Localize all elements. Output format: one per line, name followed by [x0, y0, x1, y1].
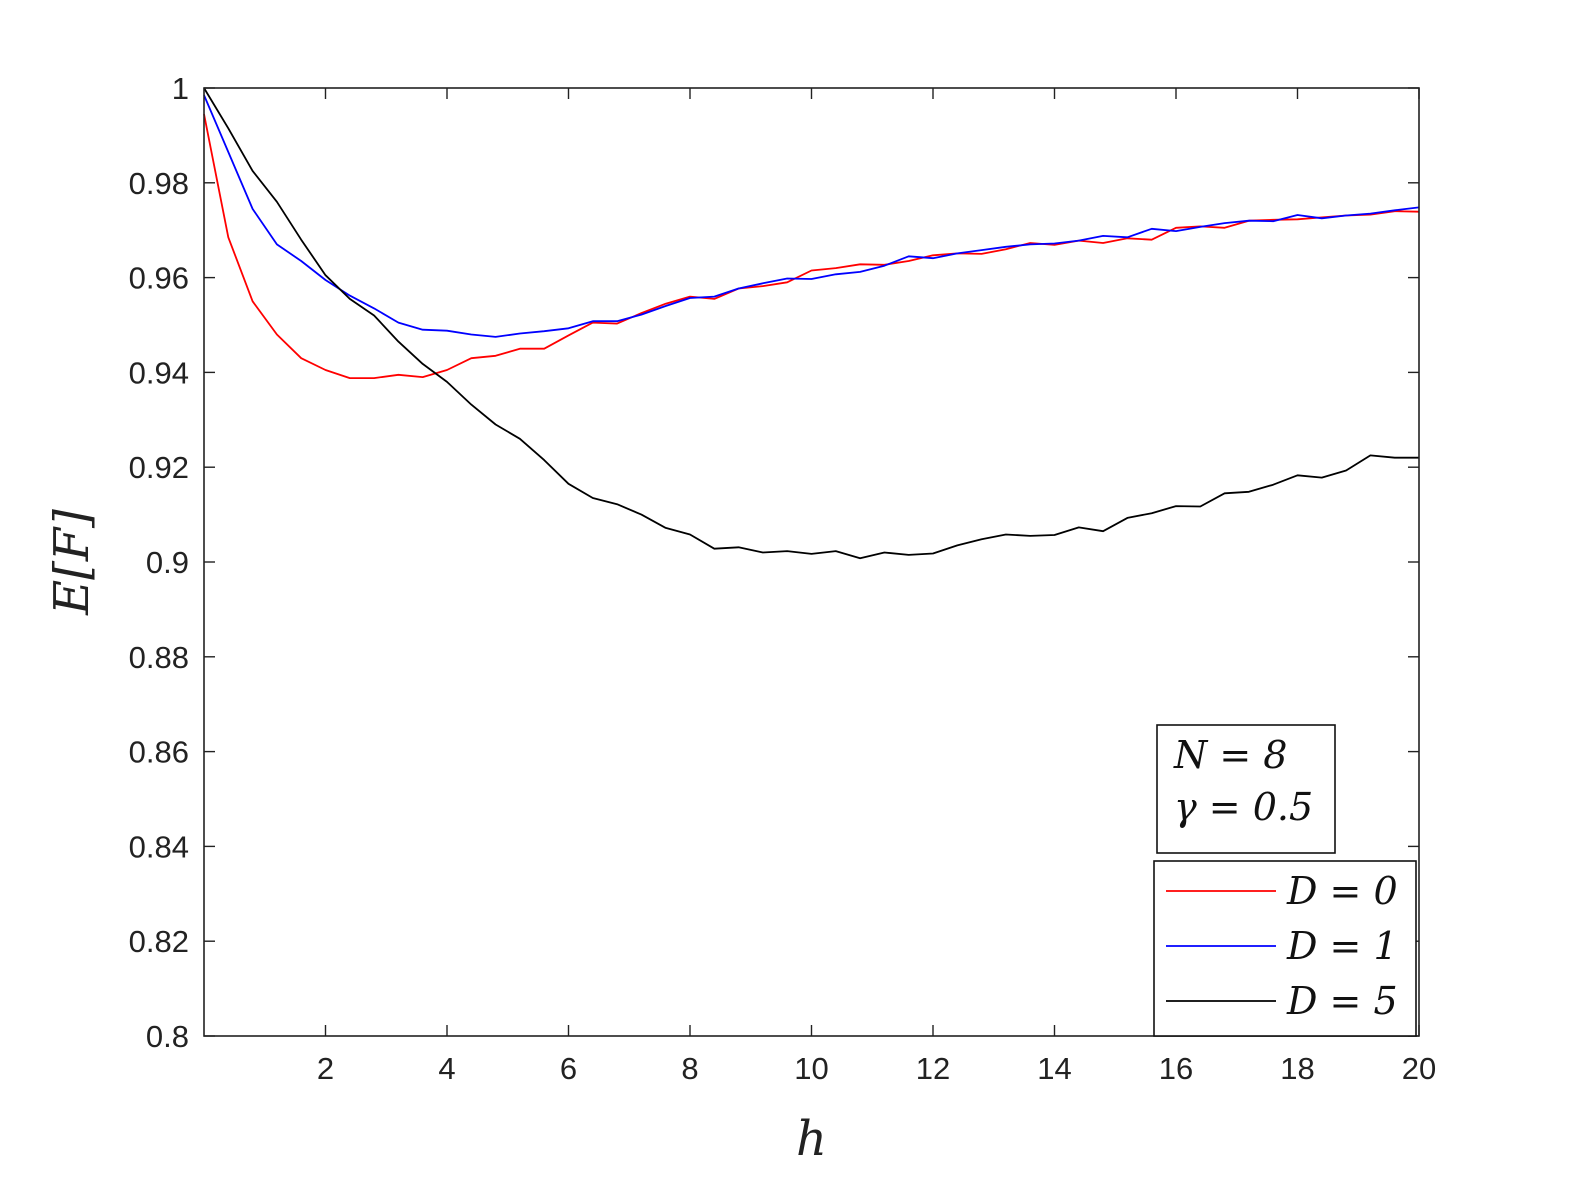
y-axis-label: E[F] [44, 509, 100, 616]
y-tick-label: 0.82 [129, 924, 189, 959]
y-tick-label: 0.86 [129, 735, 189, 770]
x-tick-label: 10 [794, 1051, 828, 1086]
legend-items: D = 0 D = 1 D = 5 [1166, 869, 1398, 1023]
x-tick-label: 14 [1037, 1051, 1071, 1086]
x-tick-label: 18 [1280, 1051, 1314, 1086]
x-tick-label: 6 [560, 1051, 577, 1086]
legend-label-2: D = 5 [1286, 979, 1398, 1023]
x-tick-label: 20 [1402, 1051, 1436, 1086]
legend-label-0: D = 0 [1286, 869, 1398, 913]
x-tick-label: 8 [681, 1051, 698, 1086]
series-line-1 [203, 94, 1420, 338]
y-tick-label: 1 [172, 71, 189, 106]
y-tick-label: 0.9 [146, 545, 189, 580]
annotation-frame [1156, 724, 1336, 854]
legend: D = 0 D = 1 D = 5 [1153, 860, 1417, 1037]
y-tick-label: 0.98 [129, 166, 189, 201]
x-tick-label: 4 [438, 1051, 455, 1086]
y-tick-labels: 0.8 0.82 0.84 0.86 0.88 0.9 0.92 0.94 0.96 0.98 1 [129, 71, 189, 1054]
x-tick-label: 2 [317, 1051, 334, 1086]
series-line-2 [203, 87, 1419, 560]
legend-label-1: D = 1 [1286, 924, 1398, 968]
series-line-0 [203, 113, 1420, 380]
x-axis-label: h [796, 1111, 827, 1167]
parameter-annotation: N = 8 γ = 0.5 [1156, 724, 1336, 854]
y-tick-label: 0.88 [129, 640, 189, 675]
axes-frame [203, 87, 1420, 1037]
annotation-gamma: γ = 0.5 [1174, 785, 1313, 829]
x-tick-labels: 2 4 6 8 10 12 14 16 18 20 [317, 1051, 1436, 1086]
y-tick-label: 0.84 [129, 829, 189, 864]
x-tick-label: 12 [916, 1051, 950, 1086]
series-lines [203, 87, 1420, 560]
x-tick-label: 16 [1159, 1051, 1193, 1086]
y-tick-label: 0.94 [129, 355, 189, 390]
y-tick-label: 0.96 [129, 261, 189, 296]
annotation-n: N = 8 [1173, 733, 1287, 777]
y-tick-label: 0.8 [146, 1019, 189, 1054]
y-tick-label: 0.92 [129, 450, 189, 485]
